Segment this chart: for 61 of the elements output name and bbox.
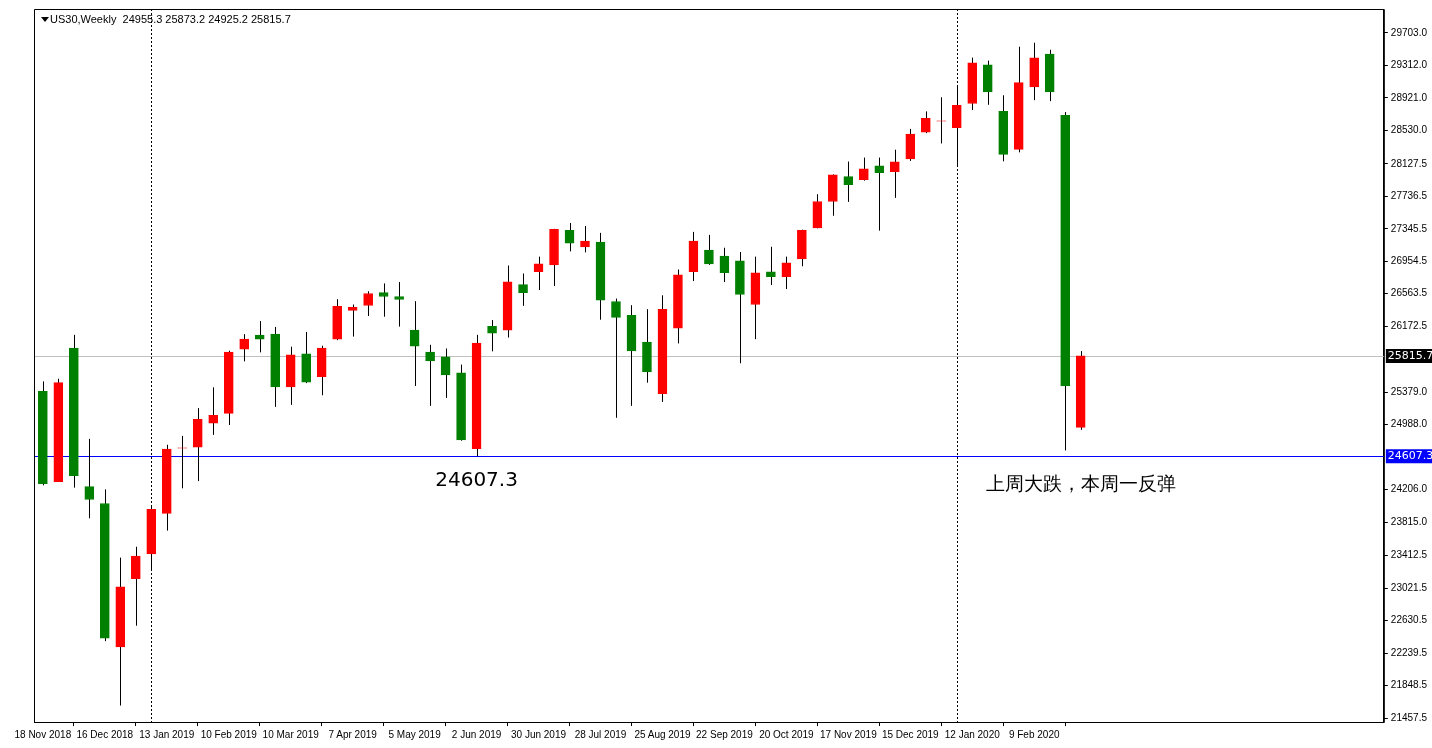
candlestick xyxy=(580,225,590,253)
y-tick-label: 26172.5 xyxy=(1390,319,1428,331)
x-tick-label: 25 Aug 2019 xyxy=(634,728,691,740)
ref-line-label: 24607.3 xyxy=(1387,449,1432,463)
x-tick-label: 12 Jan 2020 xyxy=(944,728,1001,740)
y-tick-label: 22630.5 xyxy=(1390,614,1428,626)
y-tick-label: 29312.0 xyxy=(1390,59,1428,71)
candlestick xyxy=(394,281,404,328)
candlestick xyxy=(84,438,95,519)
y-tick-label: 21848.5 xyxy=(1390,679,1428,691)
x-tick-label: 7 Apr 2019 xyxy=(328,728,378,740)
y-tick-label: 28127.5 xyxy=(1390,157,1428,169)
candlestick xyxy=(378,282,389,318)
y-tick-label: 28530.0 xyxy=(1390,124,1428,136)
x-tick-label: 16 Dec 2018 xyxy=(76,728,134,740)
x-tick-label: 5 May 2019 xyxy=(388,728,442,740)
y-tick-label: 25379.0 xyxy=(1390,385,1428,397)
x-tick-label: 28 Jul 2019 xyxy=(574,728,627,740)
candlestick xyxy=(518,273,528,307)
y-tick-label: 21457.5 xyxy=(1390,711,1428,723)
y-tick-label: 26954.5 xyxy=(1390,255,1428,266)
x-tick-label: 15 Dec 2019 xyxy=(881,728,940,740)
annotation: 24607.3 xyxy=(435,466,518,491)
candlestick xyxy=(208,386,219,436)
y-tick-label: 24988.0 xyxy=(1390,418,1428,430)
x-tick-label: 20 Oct 2019 xyxy=(759,728,815,740)
y-tick-label: 23815.0 xyxy=(1390,515,1428,527)
candlestick xyxy=(889,149,900,199)
y-tick-label: 23412.5 xyxy=(1390,549,1428,561)
x-tick-label: 13 Jan 2019 xyxy=(139,728,195,740)
candlestick xyxy=(704,234,714,266)
candlestick xyxy=(766,246,776,286)
y-tick-label: 27736.5 xyxy=(1390,190,1428,202)
candlestick xyxy=(905,128,916,162)
y-tick-label: 28921.0 xyxy=(1390,91,1428,103)
candlestick xyxy=(130,546,141,627)
candlestick xyxy=(239,333,250,362)
y-tick-label: 27345.5 xyxy=(1390,222,1428,234)
annotation: 上周大跌，本周一反弹 xyxy=(985,472,1176,495)
candlestick xyxy=(874,157,885,232)
x-tick-label: 17 Nov 2019 xyxy=(819,728,878,740)
x-tick-label: 10 Mar 2019 xyxy=(262,728,320,740)
candlestick xyxy=(363,290,373,317)
x-tick-label: 22 Sep 2019 xyxy=(696,728,754,740)
ref-line-label: 25815.7 xyxy=(1387,348,1432,362)
x-tick-label: 10 Feb 2019 xyxy=(200,728,258,740)
candlestick xyxy=(611,298,621,419)
x-tick-label: 2 Jun 2019 xyxy=(451,728,502,740)
y-tick-label: 26563.5 xyxy=(1390,287,1428,299)
candlestick xyxy=(425,344,435,407)
candlestick xyxy=(487,319,497,352)
y-tick-label: 22239.5 xyxy=(1390,646,1428,658)
candlestick xyxy=(347,304,358,338)
y-tick-label: 29703.0 xyxy=(1390,26,1428,38)
x-tick-label: 9 Feb 2020 xyxy=(1008,728,1060,740)
y-tick-label: 23021.5 xyxy=(1390,581,1428,593)
x-tick-label: 30 Jun 2019 xyxy=(511,728,567,740)
x-tick-label: 18 Nov 2018 xyxy=(14,728,72,740)
y-tick-label: 24206.0 xyxy=(1390,483,1428,495)
candlestick xyxy=(843,161,854,203)
chart-title: US30,Weekly 24955.3 25873.2 24925.2 25815.7 xyxy=(50,13,291,25)
